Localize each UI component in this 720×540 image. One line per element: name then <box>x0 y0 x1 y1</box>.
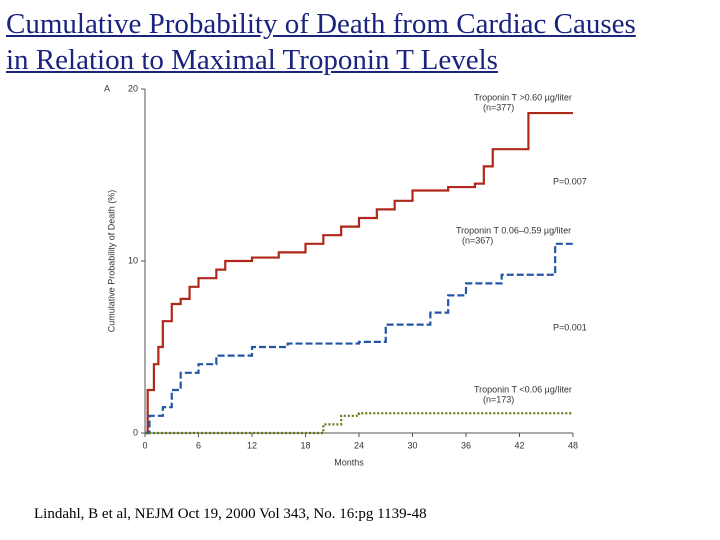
x-tick-label: 36 <box>461 440 471 450</box>
annotation: (n=173) <box>483 394 514 404</box>
y-tick-label: 10 <box>128 255 138 265</box>
legend-label: Troponin T <0.06 µg/liter <box>474 384 572 394</box>
annotation: (n=377) <box>483 102 514 112</box>
x-tick-label: 6 <box>196 440 201 450</box>
slide-title: in Relation to Maximal Troponin T Levels <box>6 44 498 76</box>
series-line <box>145 111 573 435</box>
panel-label: A <box>104 83 110 93</box>
x-tick-label: 12 <box>247 440 257 450</box>
annotation: P=0.001 <box>553 322 587 332</box>
slide-title: Cumulative Probability of Death from Car… <box>6 8 636 40</box>
y-tick-label: 0 <box>133 427 138 437</box>
x-tick-label: 42 <box>514 440 524 450</box>
series-line <box>145 242 573 435</box>
x-axis-label: Months <box>334 457 364 467</box>
x-tick-label: 48 <box>568 440 578 450</box>
citation: Lindahl, B et al, NEJM Oct 19, 2000 Vol … <box>34 506 427 522</box>
x-tick-label: 18 <box>300 440 310 450</box>
y-axis-label: Cumulative Probability of Death (%) <box>106 190 116 333</box>
legend-label: Troponin T >0.60 µg/liter <box>474 92 572 102</box>
legend-label: Troponin T 0.06–0.59 µg/liter <box>456 225 571 235</box>
y-tick-label: 20 <box>128 83 138 93</box>
series-line <box>145 412 573 435</box>
x-tick-label: 24 <box>354 440 364 450</box>
x-tick-label: 0 <box>142 440 147 450</box>
annotation: (n=367) <box>462 235 493 245</box>
x-tick-label: 30 <box>407 440 417 450</box>
annotation: P=0.007 <box>553 176 587 186</box>
